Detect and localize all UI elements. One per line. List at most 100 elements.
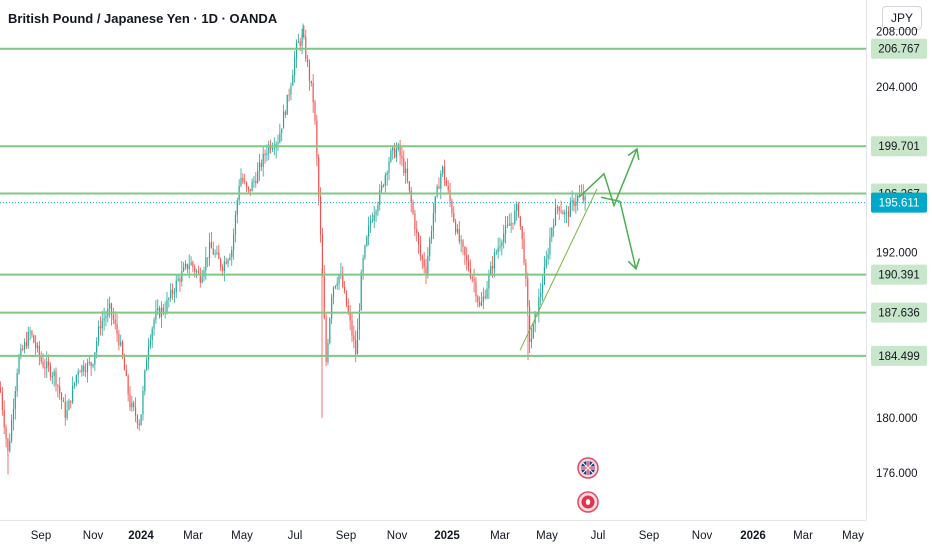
candle-down (393, 147, 396, 158)
candle-down (123, 357, 126, 371)
candle-down (221, 267, 224, 271)
level-badge-label: 199.701 (878, 141, 920, 153)
candle-up (151, 328, 153, 341)
candle-up (23, 342, 26, 350)
candle-down (110, 303, 113, 315)
candle-up (147, 346, 150, 361)
candle-down (512, 222, 514, 224)
time-tick-label: Mar (490, 530, 510, 542)
candle-down (25, 342, 27, 347)
candle-down (138, 423, 140, 426)
candle-up (427, 256, 429, 274)
candle-up (196, 271, 198, 273)
time-tick-label: Jul (591, 530, 606, 542)
candle-down (186, 263, 188, 270)
candle-down (521, 226, 523, 240)
candle-up (375, 211, 377, 216)
candle-up (297, 41, 299, 43)
candle-down (179, 278, 181, 282)
candle-down (90, 362, 92, 367)
candle-down (401, 155, 403, 159)
candle-down (458, 229, 460, 242)
candle-up (504, 225, 507, 234)
candle-up (360, 272, 362, 311)
trendline (519, 188, 598, 351)
candle-down (492, 266, 494, 269)
level-badge (871, 302, 927, 323)
candle-down (99, 326, 101, 329)
currency-button[interactable]: JPY (882, 6, 922, 30)
candle-down (475, 281, 477, 297)
candle-up (390, 150, 392, 162)
candle-down (449, 190, 451, 202)
candle-down (318, 157, 320, 197)
candle-up (571, 200, 573, 203)
candle-down (508, 224, 510, 226)
candle-up (72, 385, 74, 403)
candle-down (342, 273, 344, 287)
candle-up (486, 288, 488, 299)
candle-down (312, 83, 314, 103)
candle-down (40, 356, 42, 362)
candle-down (453, 213, 455, 222)
time-tick-label: Nov (692, 530, 713, 542)
candle-up (575, 202, 577, 206)
candle-down (325, 318, 327, 362)
candle-down (199, 272, 201, 283)
candle-up (240, 177, 242, 186)
candle-down (284, 111, 286, 115)
candle-up (392, 147, 394, 151)
candle-down (408, 181, 410, 191)
candle-up (231, 249, 233, 257)
candle-down (299, 41, 301, 46)
candle-up (103, 318, 105, 321)
candle-down (307, 58, 309, 63)
candle-up (434, 196, 436, 214)
candle-down (48, 361, 50, 366)
candle-up (234, 214, 237, 235)
candle-down (347, 305, 349, 313)
candle-down (1, 391, 3, 411)
candle-down (60, 393, 63, 401)
candle-up (294, 58, 296, 76)
candle-down (517, 204, 520, 217)
price-axis-separator (866, 0, 867, 520)
candle-up (362, 257, 364, 273)
candle-down (118, 333, 120, 346)
candle-up (281, 128, 283, 133)
price-tick-label: 208.000 (876, 27, 918, 39)
candle-down (525, 262, 527, 279)
candle-up (554, 207, 557, 226)
candle-up (86, 362, 89, 373)
candle-up (516, 204, 518, 211)
candle-up (268, 144, 270, 154)
candle-up (501, 242, 503, 246)
candle-down (321, 234, 323, 277)
candle-up (273, 148, 275, 149)
candle-up (429, 239, 431, 257)
candle-up (190, 262, 192, 266)
candle-down (558, 206, 560, 211)
candle-up (205, 257, 207, 271)
candle-down (44, 367, 46, 369)
candle-up (183, 267, 185, 272)
candle-up (556, 206, 558, 208)
candle-up (18, 356, 20, 374)
candle-down (212, 248, 214, 255)
candle-down (455, 221, 457, 233)
candle-down (351, 320, 353, 336)
candle-up (436, 186, 438, 197)
time-tick-label: May (842, 530, 864, 542)
candle-up (266, 153, 268, 156)
candle-down (116, 323, 118, 334)
candle-up (547, 254, 549, 259)
candle-down (527, 278, 529, 307)
dividend-icon[interactable] (577, 491, 599, 513)
candle-down (247, 187, 249, 190)
candle-up (140, 414, 142, 426)
uk-flag-icon[interactable] (577, 457, 599, 479)
candle-up (282, 111, 285, 129)
candle-up (388, 161, 390, 174)
candle-down (382, 185, 385, 186)
